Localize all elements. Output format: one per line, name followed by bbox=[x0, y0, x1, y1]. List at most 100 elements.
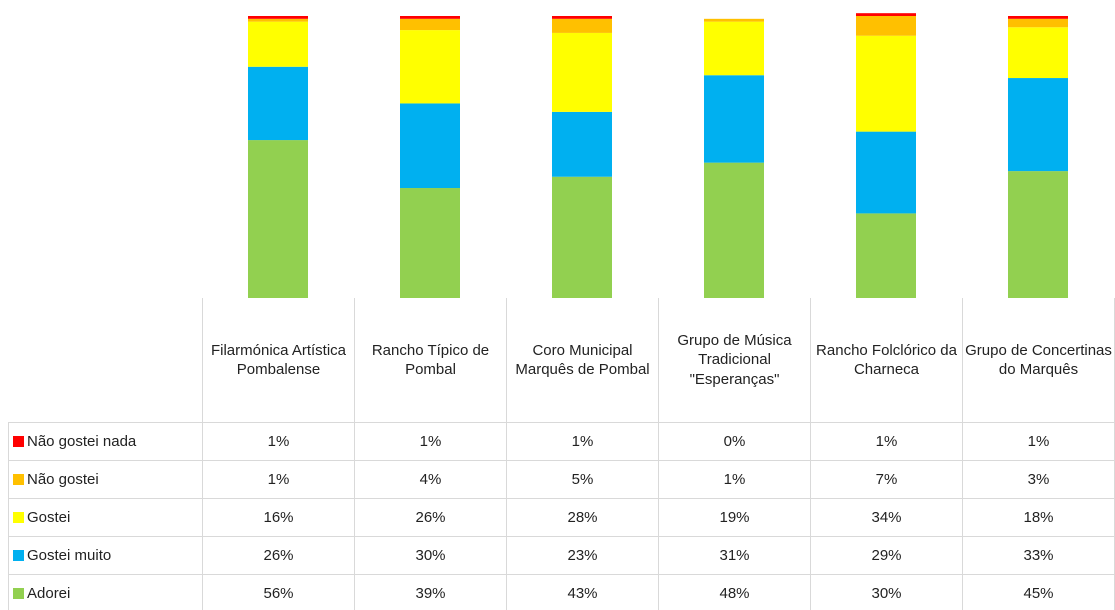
data-cell-text: 28% bbox=[567, 508, 598, 526]
data-cell: 0% bbox=[658, 422, 811, 461]
data-cell: 30% bbox=[810, 574, 963, 610]
data-cell-text: 1% bbox=[267, 470, 290, 488]
data-cell-text: 26% bbox=[415, 508, 446, 526]
data-cell: 28% bbox=[506, 498, 659, 537]
legend-key bbox=[13, 512, 24, 523]
bar-segment bbox=[704, 162, 764, 298]
category-label-text: Grupo de Música Tradicional "Esperanças" bbox=[677, 331, 792, 388]
legend-entry: Gostei bbox=[8, 498, 203, 537]
data-cell-text: 18% bbox=[1023, 508, 1054, 526]
data-cell-text: 16% bbox=[263, 508, 294, 526]
category-label-text: Grupo de Concertinas do Marquês bbox=[965, 341, 1112, 379]
bar-segment bbox=[856, 35, 916, 132]
data-cell-text: 1% bbox=[723, 470, 746, 488]
legend-label: Não gostei bbox=[27, 470, 99, 488]
data-cell-text: 1% bbox=[419, 432, 442, 450]
data-cell: 1% bbox=[658, 460, 811, 499]
bar-segment bbox=[400, 103, 460, 189]
plot-area bbox=[248, 13, 1068, 298]
bar-segment bbox=[400, 16, 460, 19]
bar-segment bbox=[552, 111, 612, 177]
data-cell: 48% bbox=[658, 574, 811, 610]
data-cell: 1% bbox=[202, 460, 355, 499]
data-cell: 31% bbox=[658, 536, 811, 575]
data-cell-text: 1% bbox=[267, 432, 290, 450]
data-cell: 43% bbox=[506, 574, 659, 610]
bar-segment bbox=[552, 32, 612, 112]
category-label: Rancho Típico de Pombal bbox=[354, 298, 507, 422]
legend-label: Gostei bbox=[27, 508, 71, 526]
legend-key bbox=[13, 588, 24, 599]
data-cell: 26% bbox=[202, 536, 355, 575]
category-label: Grupo de Concertinas do Marquês bbox=[962, 298, 1115, 422]
bar-segment bbox=[400, 188, 460, 298]
data-cell: 19% bbox=[658, 498, 811, 537]
data-cell: 4% bbox=[354, 460, 507, 499]
data-cell: 34% bbox=[810, 498, 963, 537]
legend-entry: Gostei muito bbox=[8, 536, 203, 575]
data-cell-text: 4% bbox=[419, 470, 442, 488]
data-cell-text: 48% bbox=[719, 584, 750, 602]
data-cell-text: 43% bbox=[567, 584, 598, 602]
bar-segment bbox=[1008, 16, 1068, 19]
legend-key bbox=[13, 436, 24, 447]
bar-segment bbox=[704, 18, 764, 22]
bar-segment bbox=[400, 18, 460, 31]
data-cell-text: 5% bbox=[571, 470, 594, 488]
category-label: Rancho Folclórico da Charneca bbox=[810, 298, 963, 422]
bar-segment bbox=[552, 16, 612, 19]
bar-segment bbox=[552, 176, 612, 298]
category-label-text: Filarmónica Artística Pombalense bbox=[210, 341, 347, 379]
data-cell: 30% bbox=[354, 536, 507, 575]
data-cell-text: 7% bbox=[875, 470, 898, 488]
bar-segment bbox=[248, 66, 308, 141]
category-label-text: Rancho Folclórico da Charneca bbox=[816, 341, 957, 379]
legend-key bbox=[13, 550, 24, 561]
data-cell: 23% bbox=[506, 536, 659, 575]
bar-segment bbox=[248, 21, 308, 67]
data-cell-text: 23% bbox=[567, 546, 598, 564]
data-cell: 3% bbox=[962, 460, 1115, 499]
bar-segment bbox=[856, 131, 916, 214]
bar-segment bbox=[1008, 18, 1068, 28]
data-cell: 7% bbox=[810, 460, 963, 499]
data-cell: 1% bbox=[810, 422, 963, 461]
data-cell-text: 30% bbox=[415, 546, 446, 564]
data-cell: 18% bbox=[962, 498, 1115, 537]
data-cell-text: 33% bbox=[1023, 546, 1054, 564]
bar-segment bbox=[400, 30, 460, 104]
data-cell-text: 29% bbox=[871, 546, 902, 564]
bar-segment bbox=[1008, 27, 1068, 79]
data-cell-text: 1% bbox=[571, 432, 594, 450]
category-label-text: Coro Municipal Marquês de Pombal bbox=[515, 341, 650, 379]
bar-segment bbox=[248, 140, 308, 298]
data-cell-text: 0% bbox=[723, 432, 746, 450]
data-cell: 1% bbox=[962, 422, 1115, 461]
bar-segment bbox=[248, 18, 308, 22]
bar-segment bbox=[1008, 78, 1068, 172]
data-cell: 45% bbox=[962, 574, 1115, 610]
legend-label: Gostei muito bbox=[27, 546, 112, 564]
data-cell: 16% bbox=[202, 498, 355, 537]
bar-segment bbox=[1008, 171, 1068, 298]
data-cell-text: 45% bbox=[1023, 584, 1054, 602]
data-cell: 39% bbox=[354, 574, 507, 610]
data-cell-text: 56% bbox=[263, 584, 294, 602]
legend-entry: Adorei bbox=[8, 574, 203, 610]
data-cell: 29% bbox=[810, 536, 963, 575]
legend-entry: Não gostei bbox=[8, 460, 203, 499]
data-cell-text: 30% bbox=[871, 584, 902, 602]
category-label: Grupo de Música Tradicional "Esperanças" bbox=[658, 298, 811, 422]
data-cell: 5% bbox=[506, 460, 659, 499]
bar-segment bbox=[704, 21, 764, 76]
data-cell-text: 26% bbox=[263, 546, 294, 564]
bar-segment bbox=[856, 16, 916, 36]
data-cell: 1% bbox=[202, 422, 355, 461]
data-cell-text: 19% bbox=[719, 508, 750, 526]
data-cell: 33% bbox=[962, 536, 1115, 575]
data-cell-text: 1% bbox=[1027, 432, 1050, 450]
data-cell-text: 34% bbox=[871, 508, 902, 526]
data-cell-text: 1% bbox=[875, 432, 898, 450]
bar-segment bbox=[856, 213, 916, 298]
